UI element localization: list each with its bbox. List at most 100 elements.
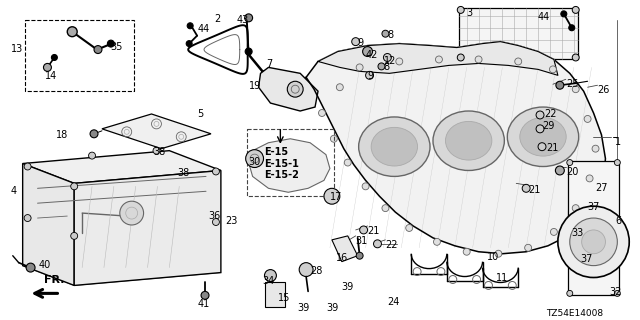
Text: 18: 18: [56, 130, 68, 140]
Circle shape: [24, 215, 31, 221]
Circle shape: [433, 238, 440, 245]
Text: 3: 3: [467, 8, 473, 18]
Polygon shape: [306, 42, 605, 254]
Circle shape: [71, 232, 77, 239]
Text: 23: 23: [225, 216, 237, 226]
Circle shape: [572, 54, 579, 61]
Circle shape: [522, 184, 530, 192]
Circle shape: [212, 219, 220, 226]
Text: 33: 33: [572, 228, 584, 238]
Circle shape: [586, 175, 593, 182]
Text: 11: 11: [497, 273, 509, 283]
Circle shape: [614, 290, 620, 296]
Text: 13: 13: [11, 44, 23, 54]
Ellipse shape: [508, 107, 579, 166]
Circle shape: [264, 269, 276, 282]
Text: 26: 26: [598, 85, 610, 95]
Text: 7: 7: [266, 60, 273, 69]
Text: 21: 21: [546, 143, 558, 153]
Circle shape: [362, 183, 369, 190]
Circle shape: [44, 63, 51, 71]
Bar: [246, 129, 334, 196]
Circle shape: [245, 48, 252, 55]
Text: 14: 14: [44, 71, 57, 81]
Text: 35: 35: [110, 42, 122, 52]
Bar: [568, 161, 620, 295]
Circle shape: [556, 81, 564, 89]
Circle shape: [382, 205, 389, 212]
Text: 39: 39: [326, 303, 338, 313]
Ellipse shape: [445, 121, 492, 160]
Circle shape: [572, 6, 579, 13]
Text: 28: 28: [310, 266, 323, 276]
Circle shape: [572, 86, 579, 93]
Text: 32: 32: [609, 287, 622, 297]
Text: 8: 8: [387, 30, 394, 40]
Circle shape: [435, 56, 442, 63]
Circle shape: [614, 160, 620, 165]
Text: 31: 31: [356, 236, 368, 246]
Circle shape: [584, 116, 591, 123]
Circle shape: [244, 14, 253, 22]
Polygon shape: [102, 114, 211, 149]
Circle shape: [67, 27, 77, 37]
Text: 9: 9: [367, 71, 374, 81]
Circle shape: [561, 11, 567, 17]
Text: 34: 34: [262, 276, 275, 285]
Circle shape: [299, 263, 313, 276]
Circle shape: [51, 54, 58, 60]
Circle shape: [592, 145, 599, 152]
Text: FR.: FR.: [44, 276, 65, 285]
Circle shape: [457, 54, 464, 61]
Text: 15: 15: [278, 293, 291, 303]
Circle shape: [356, 252, 363, 259]
Circle shape: [406, 225, 413, 231]
Polygon shape: [74, 171, 221, 285]
Text: 2: 2: [214, 14, 220, 24]
Text: 16: 16: [336, 253, 348, 263]
Text: 37: 37: [588, 202, 600, 212]
Text: 20: 20: [566, 166, 578, 177]
Circle shape: [550, 66, 556, 73]
Circle shape: [536, 125, 544, 133]
Circle shape: [374, 240, 381, 248]
Text: 38: 38: [154, 147, 166, 157]
Circle shape: [88, 152, 95, 159]
Circle shape: [212, 168, 220, 175]
Circle shape: [572, 205, 579, 212]
Ellipse shape: [371, 127, 417, 166]
Polygon shape: [332, 236, 358, 262]
Bar: [266, 283, 285, 307]
Text: 17: 17: [330, 192, 342, 202]
Polygon shape: [259, 68, 318, 111]
Circle shape: [352, 38, 360, 45]
Text: TZ54E14008: TZ54E14008: [546, 309, 603, 318]
Bar: [459, 8, 578, 60]
Text: 21: 21: [528, 185, 541, 195]
Circle shape: [337, 84, 343, 91]
Text: 8: 8: [383, 62, 390, 72]
Text: 44: 44: [538, 12, 550, 22]
Circle shape: [120, 201, 143, 225]
Circle shape: [475, 56, 482, 63]
Text: 24: 24: [387, 297, 400, 307]
Circle shape: [463, 248, 470, 255]
Circle shape: [396, 58, 403, 65]
Circle shape: [360, 226, 367, 234]
Polygon shape: [318, 42, 558, 75]
Polygon shape: [248, 139, 330, 192]
Text: 37: 37: [580, 254, 593, 264]
Text: 6: 6: [615, 216, 621, 226]
Text: 30: 30: [248, 156, 261, 167]
Text: 22: 22: [385, 240, 398, 250]
Circle shape: [356, 64, 363, 71]
Circle shape: [365, 71, 374, 79]
Text: E-15: E-15: [264, 147, 289, 157]
Text: 5: 5: [197, 109, 204, 119]
Text: 21: 21: [367, 226, 380, 236]
Circle shape: [363, 47, 372, 57]
Circle shape: [187, 23, 193, 29]
Text: 10: 10: [486, 252, 499, 262]
Text: 42: 42: [365, 50, 378, 60]
Circle shape: [344, 159, 351, 166]
